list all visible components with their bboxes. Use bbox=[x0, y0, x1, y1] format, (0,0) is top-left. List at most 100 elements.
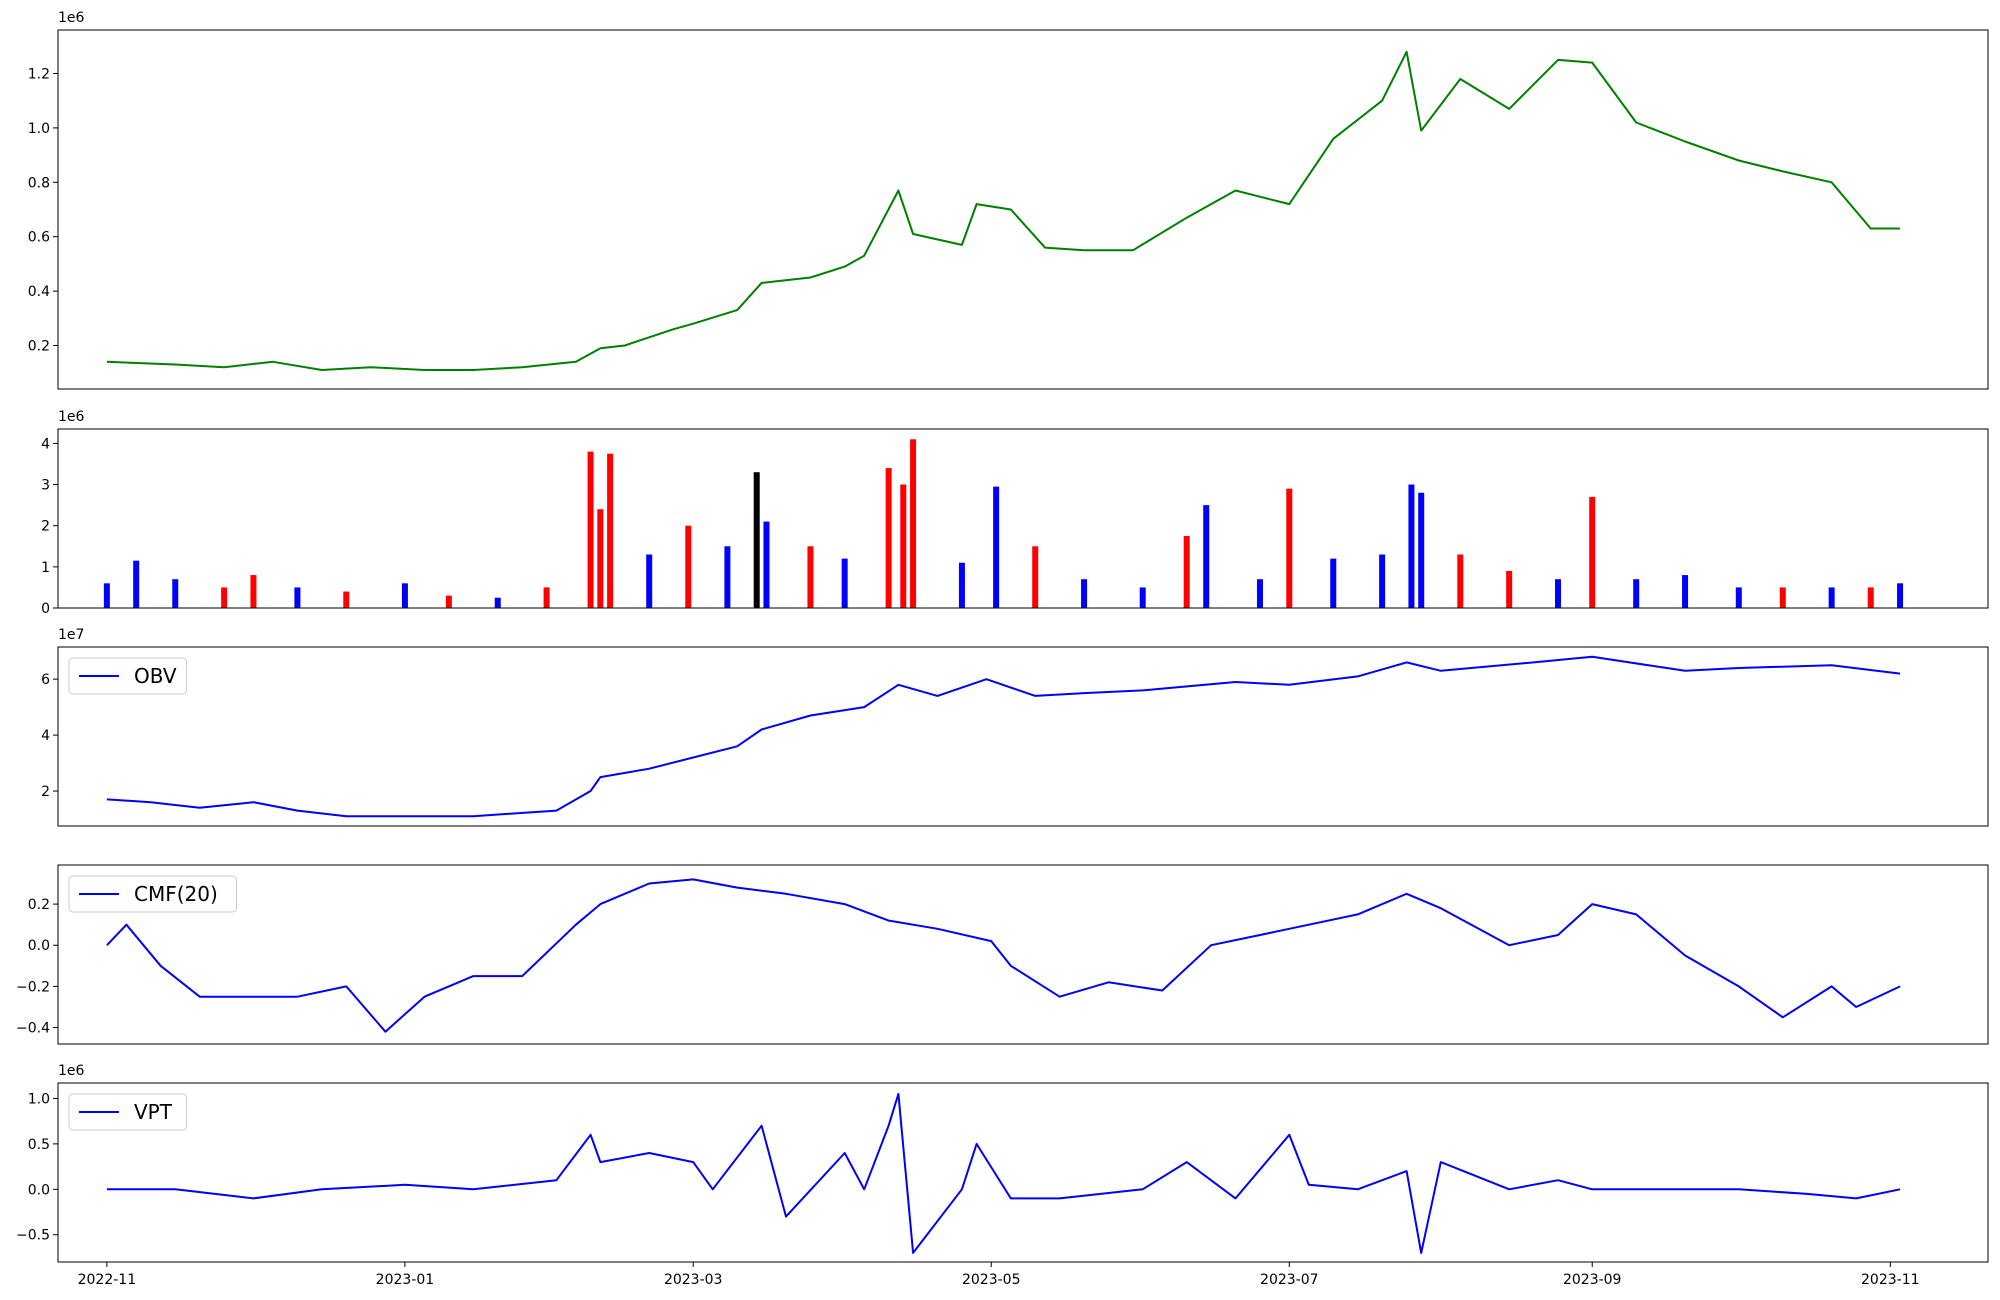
ytick-label: 3 bbox=[41, 478, 50, 494]
offset-label: 1e6 bbox=[58, 1063, 85, 1079]
panel-5: −0.5 0.0 0.5 1.0 1e6 VPT 2022-11 2023-01 2023-03… bbox=[16, 1063, 1989, 1288]
volume-bar bbox=[807, 546, 814, 608]
ytick-label: 1.0 bbox=[28, 121, 50, 137]
volume-bar bbox=[1555, 579, 1562, 608]
panel-2: 0 1 2 3 4 1e6 bbox=[41, 409, 1989, 617]
series-line-obv bbox=[106, 655, 1901, 818]
panel-1: 0.2 0.4 0.6 0.8 1.0 1.2 1e6 bbox=[28, 10, 1989, 390]
legend: OBV bbox=[68, 657, 187, 695]
volume-bar bbox=[1735, 587, 1742, 608]
ytick-label: 1 bbox=[41, 560, 50, 576]
volume-bar bbox=[885, 468, 892, 608]
volume-bar bbox=[1032, 546, 1039, 608]
xtick-label: 2023-03 bbox=[664, 1272, 723, 1288]
panel-3: 2 4 6 1e7 OBV bbox=[41, 627, 1989, 827]
axes-frame bbox=[57, 1082, 1989, 1263]
xtick-label: 2023-07 bbox=[1260, 1272, 1319, 1288]
volume-bar bbox=[910, 439, 917, 608]
ytick-label: 1.0 bbox=[28, 1091, 50, 1107]
ytick-label: 1.2 bbox=[28, 67, 50, 83]
panel-4: −0.4 −0.2 0.0 0.2 CMF(20) bbox=[16, 864, 1989, 1045]
volume-bar bbox=[753, 472, 760, 608]
axes-frame bbox=[57, 29, 1989, 390]
volume-bar bbox=[900, 484, 907, 608]
volume-bar bbox=[343, 591, 350, 608]
ytick-label: 2 bbox=[41, 519, 50, 535]
ytick-label: 6 bbox=[41, 672, 50, 688]
ytick-label: 4 bbox=[41, 728, 50, 744]
volume-bar bbox=[841, 558, 848, 608]
legend-box bbox=[68, 1093, 187, 1131]
volume-bar bbox=[1633, 579, 1640, 608]
axes-frame bbox=[57, 864, 1989, 1045]
volume-bar bbox=[724, 546, 731, 608]
volume-bar bbox=[1418, 492, 1425, 608]
volume-bar bbox=[103, 583, 110, 608]
volume-bar bbox=[543, 587, 550, 608]
offset-label: 1e6 bbox=[58, 10, 85, 26]
ytick-label: 0.2 bbox=[28, 338, 50, 354]
volume-bar bbox=[1457, 554, 1464, 608]
volume-bar bbox=[133, 560, 140, 608]
ytick-label: 0.2 bbox=[28, 897, 50, 913]
axes-frame bbox=[57, 646, 1989, 827]
volume-bar bbox=[1506, 570, 1513, 608]
volume-bar bbox=[1408, 484, 1415, 608]
volume-bar bbox=[1779, 587, 1786, 608]
ytick-label: −0.5 bbox=[16, 1228, 50, 1244]
volume-bar bbox=[1897, 583, 1904, 608]
volume-bar bbox=[763, 521, 770, 608]
ytick-label: 0.5 bbox=[28, 1137, 50, 1153]
xtick-label: 2023-05 bbox=[962, 1272, 1021, 1288]
volume-bar bbox=[250, 575, 257, 608]
volume-bar bbox=[1256, 579, 1263, 608]
ytick-label: 0.8 bbox=[28, 175, 50, 191]
volume-bar bbox=[1203, 505, 1210, 608]
ytick-label: 0.0 bbox=[28, 1182, 50, 1198]
volume-bar bbox=[172, 579, 179, 608]
volume-bar bbox=[1330, 558, 1337, 608]
ytick-label: 0.4 bbox=[28, 284, 50, 300]
xtick-label: 2023-11 bbox=[1861, 1272, 1920, 1288]
volume-bar bbox=[494, 597, 501, 608]
series-line bbox=[106, 50, 1901, 371]
legend-label: VPT bbox=[134, 1100, 173, 1124]
volume-bar bbox=[1081, 579, 1088, 608]
legend: CMF(20) bbox=[68, 875, 237, 913]
series-line-vpt bbox=[106, 1092, 1901, 1254]
ytick-label: 0.0 bbox=[28, 938, 50, 954]
legend: VPT bbox=[68, 1093, 187, 1131]
volume-bar bbox=[1286, 488, 1293, 608]
volume-bar bbox=[597, 509, 604, 608]
volume-bar bbox=[607, 453, 614, 608]
volume-bar bbox=[1139, 587, 1146, 608]
ytick-label: 4 bbox=[41, 436, 50, 452]
volume-bar bbox=[1828, 587, 1835, 608]
volume-bar bbox=[587, 451, 594, 608]
offset-label: 1e6 bbox=[58, 409, 85, 425]
legend-box bbox=[68, 657, 187, 695]
volume-bar bbox=[958, 562, 965, 608]
volume-bar bbox=[1589, 496, 1596, 608]
volume-bar bbox=[1183, 535, 1190, 608]
ytick-label: 0.6 bbox=[28, 230, 50, 246]
volume-bar bbox=[1379, 554, 1386, 608]
ytick-label: −0.4 bbox=[16, 1021, 50, 1037]
volume-bar bbox=[294, 587, 301, 608]
offset-label: 1e7 bbox=[58, 627, 84, 643]
legend-box bbox=[68, 875, 237, 913]
volume-bar bbox=[993, 486, 1000, 608]
legend-label: OBV bbox=[134, 664, 177, 688]
ytick-label: −0.2 bbox=[16, 979, 50, 995]
volume-bar bbox=[401, 583, 408, 608]
volume-bar bbox=[221, 587, 228, 608]
volume-bar bbox=[1867, 587, 1874, 608]
xtick-label: 2023-09 bbox=[1563, 1272, 1622, 1288]
xtick-label: 2022-11 bbox=[78, 1272, 137, 1288]
ytick-label: 0 bbox=[41, 601, 50, 617]
xtick-label: 2023-01 bbox=[376, 1272, 435, 1288]
series-line-cmf20 bbox=[106, 878, 1901, 1033]
ytick-label: 2 bbox=[41, 784, 50, 800]
volume-bar bbox=[646, 554, 653, 608]
